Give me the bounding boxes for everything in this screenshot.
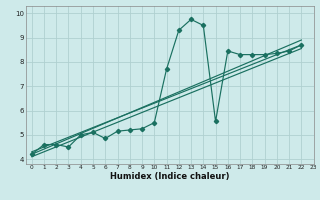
X-axis label: Humidex (Indice chaleur): Humidex (Indice chaleur)	[110, 172, 229, 181]
